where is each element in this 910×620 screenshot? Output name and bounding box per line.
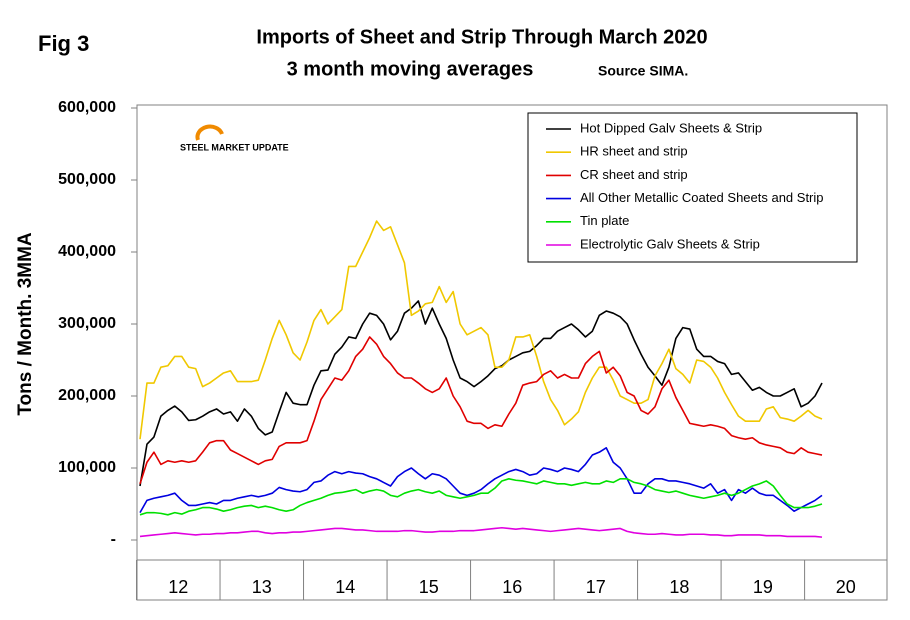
x-tick-label: 19 [753,577,773,597]
legend-label: HR sheet and strip [580,144,688,159]
logo-text: STEEL MARKET UPDATE [180,142,289,152]
series-line [139,478,823,516]
x-tick-label: 13 [252,577,272,597]
x-tick-label: 14 [335,577,355,597]
y-tick-label: 200,000 [58,387,116,404]
series-line [139,220,823,440]
source-note: Source SIMA. [598,63,688,79]
chart-subtitle: 3 month moving averages [287,58,534,80]
x-tick-label: 18 [669,577,689,597]
logo: STEEL MARKET UPDATE [180,124,289,152]
series-line [139,447,823,514]
legend-label: Hot Dipped Galv Sheets & Strip [580,120,762,135]
plot-frame [136,104,888,601]
x-tick-label: 12 [168,577,188,597]
figure-label: Fig 3 [38,31,89,56]
x-tick-label: 15 [419,577,439,597]
x-tick-label: 17 [586,577,606,597]
legend-label: All Other Metallic Coated Sheets and Str… [580,190,824,205]
y-tick-label: 600,000 [58,99,116,116]
y-tick-label: 300,000 [58,315,116,332]
series-line [139,526,823,538]
legend-label: Tin plate [580,213,629,228]
legend-label: CR sheet and strip [580,167,688,182]
y-axis-label: Tons / Month. 3MMA [15,232,36,416]
y-tick-label: - [111,531,116,548]
y-tick-label: 100,000 [58,459,116,476]
y-tick-label: 500,000 [58,171,116,188]
series-line [139,336,823,485]
chart-title: Imports of Sheet and Strip Through March… [256,26,707,48]
legend-label: Electrolytic Galv Sheets & Strip [580,236,760,251]
legend [527,112,858,263]
x-tick-label: 20 [836,577,856,597]
y-tick-label: 400,000 [58,243,116,260]
logo-swoosh [195,124,224,141]
x-tick-label: 16 [502,577,522,597]
series-line [139,300,823,487]
